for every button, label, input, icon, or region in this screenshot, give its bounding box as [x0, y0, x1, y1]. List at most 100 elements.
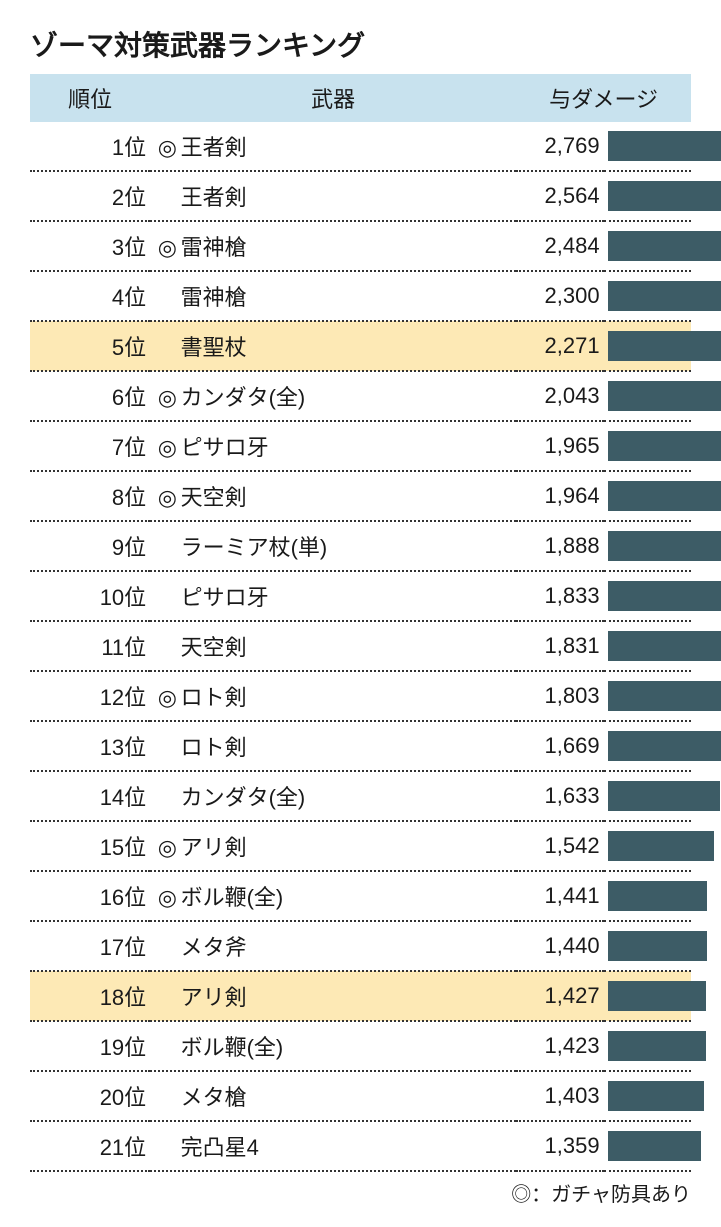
damage-cell: 1,669: [516, 721, 603, 771]
table-row: 9位ラーミア杖(単)1,888: [30, 521, 691, 571]
damage-bar: [608, 881, 707, 911]
damage-cell: 2,271: [516, 321, 603, 371]
weapon-name: ボル鞭(全): [181, 885, 284, 910]
bar-cell: [604, 122, 691, 171]
gacha-mark-icon: ◎: [154, 885, 180, 911]
table-row: 2位 王者剣 2,564: [30, 171, 691, 221]
bar-cell: [604, 1121, 691, 1171]
damage-cell: 1,965: [516, 421, 603, 471]
weapon-name: ロト剣: [181, 735, 247, 760]
weapon-cell: ◎ロト剣: [150, 671, 516, 721]
table-row: 18位アリ剣1,427: [30, 971, 691, 1021]
weapon-name: 雷神槍: [181, 235, 247, 260]
col-header-damage: 与ダメージ: [516, 74, 691, 122]
rank-cell: 19位: [30, 1021, 150, 1071]
bar-cell: [604, 171, 691, 221]
damage-bar: [608, 931, 707, 961]
damage-cell: 1,888: [516, 521, 603, 571]
rank-cell: 14位: [30, 771, 150, 821]
rank-cell: 16位: [30, 871, 150, 921]
page: ゾーマ対策武器ランキング 順位 武器 与ダメージ 1位◎王者剣2,7692位王者…: [0, 0, 721, 1227]
weapon-name: ラーミア杖(単): [181, 535, 328, 560]
damage-bar: [608, 331, 721, 361]
damage-bar: [608, 681, 721, 711]
gacha-mark-icon: ◎: [154, 235, 180, 261]
table-row: 16位◎ボル鞭(全)1,441: [30, 871, 691, 921]
damage-bar: [608, 581, 721, 611]
weapon-name: ボル鞭(全): [181, 1035, 284, 1060]
rank-cell: 15位: [30, 821, 150, 871]
bar-cell: [604, 671, 691, 721]
gacha-mark-icon: ◎: [154, 485, 180, 511]
weapon-name: 雷神槍: [181, 285, 247, 310]
weapon-name: ピサロ牙: [181, 435, 269, 460]
rank-cell: 11位: [30, 621, 150, 671]
weapon-name: カンダタ(全): [181, 785, 306, 810]
weapon-cell: ◎天空剣: [150, 471, 516, 521]
weapon-cell: ピサロ牙: [150, 571, 516, 621]
weapon-name: 天空剣: [181, 485, 247, 510]
weapon-cell: アリ剣: [150, 971, 516, 1021]
damage-cell: 1,359: [516, 1121, 603, 1171]
bar-cell: [604, 321, 691, 371]
table-row: 12位◎ロト剣1,803: [30, 671, 691, 721]
weapon-cell: 王者剣: [150, 171, 516, 221]
weapon-name: アリ剣: [181, 835, 247, 860]
rank-cell: 8位: [30, 471, 150, 521]
weapon-name: 王者剣: [181, 185, 247, 210]
damage-bar: [608, 431, 721, 461]
gacha-mark-icon: ◎: [154, 135, 180, 161]
rank-cell: 2位: [30, 171, 150, 221]
rank-cell: 3位: [30, 221, 150, 271]
bar-cell: [604, 1071, 691, 1121]
damage-cell: 2,043: [516, 371, 603, 421]
damage-cell: 2,484: [516, 221, 603, 271]
damage-bar: [608, 731, 721, 761]
bar-cell: [604, 421, 691, 471]
table-header-row: 順位 武器 与ダメージ: [30, 74, 691, 122]
damage-bar: [608, 131, 721, 161]
damage-bar: [608, 481, 721, 511]
damage-bar: [608, 781, 720, 811]
damage-cell: 1,964: [516, 471, 603, 521]
bar-cell: [604, 521, 691, 571]
bar-cell: [604, 921, 691, 971]
table-row: 11位天空剣1,831: [30, 621, 691, 671]
damage-cell: 1,403: [516, 1071, 603, 1121]
footnote: ◎：ガチャ防具あり: [30, 1178, 691, 1207]
weapon-cell: 書聖杖: [150, 321, 516, 371]
table-row: 14位カンダタ(全)1,633: [30, 771, 691, 821]
ranking-table: 順位 武器 与ダメージ 1位◎王者剣2,7692位王者剣2,5643位◎雷神槍2…: [30, 74, 691, 1172]
damage-cell: 2,564: [516, 171, 603, 221]
damage-bar: [608, 531, 721, 561]
bar-cell: [604, 871, 691, 921]
rank-cell: 5位: [30, 321, 150, 371]
table-row: 4位雷神槍2,300: [30, 271, 691, 321]
weapon-cell: ◎ボル鞭(全): [150, 871, 516, 921]
table-row: 8位◎天空剣1,964: [30, 471, 691, 521]
weapon-cell: ◎王者剣: [150, 122, 516, 171]
table-row: 20位メタ槍1,403: [30, 1071, 691, 1121]
damage-cell: 2,769: [516, 122, 603, 171]
weapon-cell: メタ槍: [150, 1071, 516, 1121]
weapon-name: ピサロ牙: [181, 585, 269, 610]
page-title: ゾーマ対策武器ランキング: [30, 24, 691, 64]
bar-cell: [604, 771, 691, 821]
bar-cell: [604, 221, 691, 271]
damage-bar: [608, 631, 721, 661]
weapon-cell: ◎アリ剣: [150, 821, 516, 871]
table-row: 19位ボル鞭(全)1,423: [30, 1021, 691, 1071]
damage-bar: [608, 231, 721, 261]
damage-bar: [608, 181, 721, 211]
bar-cell: [604, 571, 691, 621]
weapon-cell: ◎カンダタ(全): [150, 371, 516, 421]
rank-cell: 18位: [30, 971, 150, 1021]
damage-bar: [608, 1081, 704, 1111]
weapon-name: 天空剣: [181, 635, 247, 660]
rank-cell: 7位: [30, 421, 150, 471]
damage-bar: [608, 281, 721, 311]
rank-cell: 4位: [30, 271, 150, 321]
gacha-mark-icon: ◎: [154, 835, 180, 861]
weapon-cell: ◎ピサロ牙: [150, 421, 516, 471]
damage-bar: [608, 831, 714, 861]
